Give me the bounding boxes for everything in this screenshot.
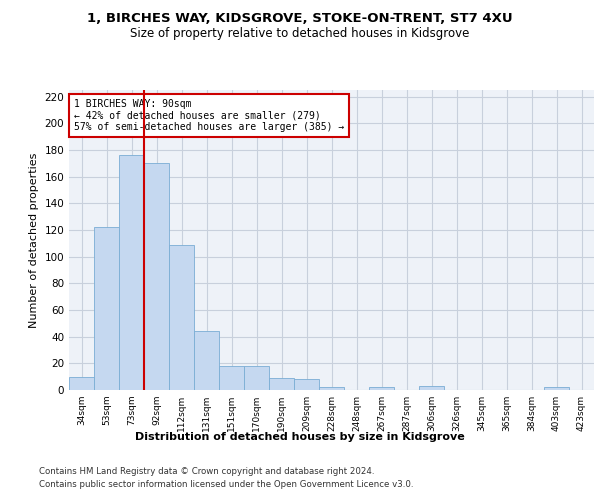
Bar — [319, 388, 344, 390]
Bar — [94, 228, 119, 390]
Text: Size of property relative to detached houses in Kidsgrove: Size of property relative to detached ho… — [130, 28, 470, 40]
Bar — [69, 376, 94, 390]
Text: Distribution of detached houses by size in Kidsgrove: Distribution of detached houses by size … — [135, 432, 465, 442]
Bar — [369, 388, 394, 390]
Text: 1, BIRCHES WAY, KIDSGROVE, STOKE-ON-TRENT, ST7 4XU: 1, BIRCHES WAY, KIDSGROVE, STOKE-ON-TREN… — [87, 12, 513, 26]
Text: 1 BIRCHES WAY: 90sqm
← 42% of detached houses are smaller (279)
57% of semi-deta: 1 BIRCHES WAY: 90sqm ← 42% of detached h… — [74, 99, 344, 132]
Bar — [294, 380, 319, 390]
Text: Contains public sector information licensed under the Open Government Licence v3: Contains public sector information licen… — [39, 480, 413, 489]
Y-axis label: Number of detached properties: Number of detached properties — [29, 152, 39, 328]
Bar — [144, 164, 169, 390]
Bar — [194, 332, 219, 390]
Bar — [244, 366, 269, 390]
Bar — [544, 388, 569, 390]
Bar — [169, 244, 194, 390]
Bar — [119, 156, 144, 390]
Bar — [219, 366, 244, 390]
Text: Contains HM Land Registry data © Crown copyright and database right 2024.: Contains HM Land Registry data © Crown c… — [39, 468, 374, 476]
Bar — [269, 378, 294, 390]
Bar — [419, 386, 444, 390]
